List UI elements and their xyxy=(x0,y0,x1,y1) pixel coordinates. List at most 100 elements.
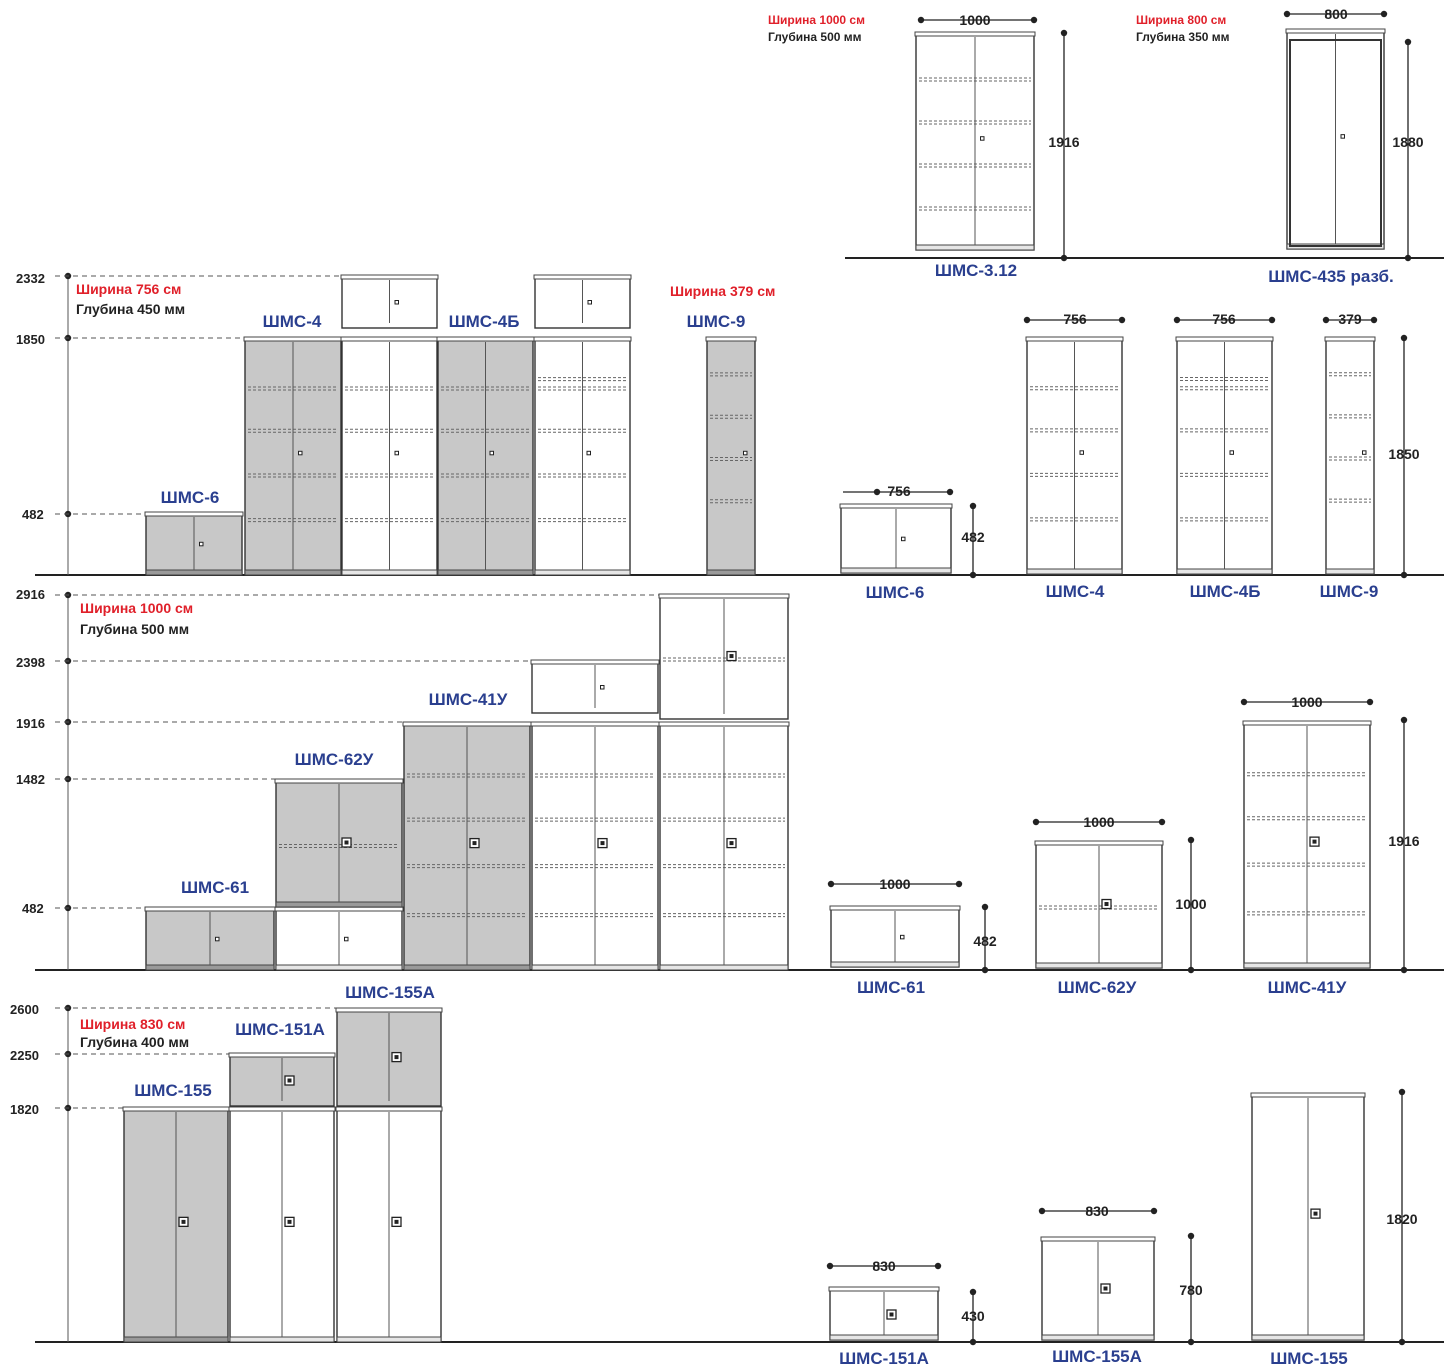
dimension-dot xyxy=(981,903,989,911)
shms435-height-dim: 1880 xyxy=(1392,134,1423,150)
g1-side-shms4b-plinth xyxy=(1176,568,1273,575)
g3-side-shms155a-top-trim xyxy=(1040,1236,1156,1242)
g2-side-shms41u-model: ШМС-41У xyxy=(1268,978,1347,997)
g1-side-shms9-top-trim xyxy=(1324,336,1376,342)
g3-tick-2250: 2250 xyxy=(10,1048,39,1063)
dimension-dot xyxy=(1400,966,1408,974)
shms312-lock-icon xyxy=(980,136,985,141)
g1-label-shms9: ШМС-9 xyxy=(687,312,746,331)
g3-side-shms151a-lock-keyhole xyxy=(889,1312,894,1317)
g2-side-shms41u-height: 1916 xyxy=(1388,833,1419,849)
dimension-dot xyxy=(1370,316,1378,324)
g2-shms41u-top-trim xyxy=(402,721,532,727)
dimension-dot xyxy=(1150,1207,1158,1215)
g1-tick-482: 482 xyxy=(22,507,44,522)
g2-side-shms62u-height: 1000 xyxy=(1175,896,1206,912)
g1-shms4b-lock-icon xyxy=(489,450,494,456)
g3-shms155-plinth xyxy=(123,1336,229,1343)
shms312-model-label: ШМС-3.12 xyxy=(935,261,1017,280)
g3-side-shms155a-height: 780 xyxy=(1179,1282,1203,1298)
dimension-dot xyxy=(1118,316,1126,324)
g1-side-shms9-width: 379 xyxy=(1338,311,1362,327)
g1-shms4-top-lock-icon xyxy=(394,300,399,305)
g2-tick-1482: 1482 xyxy=(16,772,45,787)
g1-shms4-top-trim xyxy=(243,336,343,342)
g1-side-shms4-lock-icon xyxy=(1079,450,1084,455)
g2-label-shms62u: ШМС-62У xyxy=(295,750,374,769)
g1-side-shms6-lock-icon xyxy=(901,536,906,542)
g3-shms155a-top-trim xyxy=(335,1007,443,1013)
g3-shms151a-lock-keyhole xyxy=(287,1078,292,1083)
g1-note-width-shms9: Ширина 379 см xyxy=(670,283,775,299)
g1-side-shms9-model: ШМС-9 xyxy=(1320,582,1379,601)
dimension-dot xyxy=(1240,698,1248,706)
g3-side-shms151a-model: ШМС-151А xyxy=(839,1349,929,1366)
g2-tick-1916: 1916 xyxy=(16,716,45,731)
g2-shms61-top-trim xyxy=(144,906,276,912)
dimension-dot xyxy=(1187,836,1195,844)
g1-side-shms4b-model: ШМС-4Б xyxy=(1190,582,1261,601)
dimension-dot xyxy=(1187,1338,1195,1346)
g2-tall-white-top-trim xyxy=(658,721,790,727)
g1-shms4-plinth xyxy=(244,569,342,576)
dimension-dot xyxy=(1398,1338,1406,1346)
g3-shms155-white2-plinth xyxy=(336,1336,442,1343)
g3-shms155-white-lock-keyhole xyxy=(287,1219,292,1224)
g2-shms61-white-lock-icon xyxy=(344,936,349,942)
g3-tick-1820: 1820 xyxy=(10,1102,39,1117)
g1-label-shms6: ШМС-6 xyxy=(161,488,220,507)
g3-side-shms155a-lock-keyhole xyxy=(1103,1286,1108,1291)
dimension-dot xyxy=(1023,316,1031,324)
g1-shms4-white-lock-icon xyxy=(394,450,399,456)
dimension-dot xyxy=(1400,334,1408,342)
dimension-dot xyxy=(1187,1232,1195,1240)
g1-shms4-white-plinth xyxy=(341,569,438,576)
g2-shms62u-top-trim xyxy=(274,778,404,784)
g1-side-shms4-top-trim xyxy=(1025,336,1124,342)
g2-side-shms61-plinth xyxy=(830,961,960,968)
g3-side-shms151a-height: 430 xyxy=(961,1308,985,1324)
g1-tick-2332: 2332 xyxy=(16,271,45,286)
g2-shms41u-top-top-trim xyxy=(530,659,660,665)
shms435-note-width: Ширина 800 см xyxy=(1136,13,1226,27)
dimension-dot xyxy=(1404,38,1412,46)
g1-side-shms6-height: 482 xyxy=(961,529,985,545)
g3-side-shms155-plinth xyxy=(1251,1334,1365,1341)
g1-side-shms6-plinth xyxy=(840,567,952,574)
g3-shms155-white-top-trim xyxy=(228,1106,336,1112)
dimension-dot xyxy=(826,1262,834,1270)
g2-side-shms61-model: ШМС-61 xyxy=(857,978,925,997)
g2-shms62u-lock-keyhole xyxy=(344,840,349,845)
g1-shms4b-top-lock-icon xyxy=(587,300,592,305)
dimension-dot xyxy=(1032,818,1040,826)
g2-side-shms41u-lock-keyhole xyxy=(1312,839,1317,844)
shms312-width-dim: 1000 xyxy=(959,12,990,28)
g1-shms6-plinth xyxy=(145,569,243,576)
g1-side-shms4-width: 756 xyxy=(1063,311,1087,327)
g2-side-shms61-lock-icon xyxy=(900,934,905,940)
shms312-note-width: Ширина 1000 см xyxy=(768,13,865,27)
dimension-dot xyxy=(827,880,835,888)
dimension-dot xyxy=(1060,254,1068,262)
g3-side-shms151a-plinth xyxy=(829,1334,939,1341)
shms435-note-depth: Глубина 350 мм xyxy=(1136,30,1230,44)
dimension-dot xyxy=(934,1262,942,1270)
dimension-dot xyxy=(1030,16,1038,24)
g2-side-shms61-height: 482 xyxy=(973,933,997,949)
g2-shms41u-white-top-trim xyxy=(530,721,660,727)
dimension-dot xyxy=(1187,966,1195,974)
g1-shms4-white-top-trim xyxy=(340,336,439,342)
g3-note-width: Ширина 830 см xyxy=(80,1016,185,1032)
g2-side-shms61-width: 1000 xyxy=(879,876,910,892)
g2-shms61-white-plinth xyxy=(275,964,403,971)
g1-label-shms4: ШМС-4 xyxy=(263,312,322,331)
shms435-top-trim xyxy=(1285,28,1386,34)
g1-shms9-lock-icon xyxy=(743,450,748,456)
g1-note-width: Ширина 756 см xyxy=(76,281,181,297)
g1-tick-1850: 1850 xyxy=(16,332,45,347)
dimension-dot xyxy=(1283,10,1291,18)
dimension-dot xyxy=(1400,571,1408,579)
g2-side-shms62u-width: 1000 xyxy=(1083,814,1114,830)
g3-side-shms151a-width: 830 xyxy=(872,1258,896,1274)
g2-label-shms41u: ШМС-41У xyxy=(429,690,508,709)
